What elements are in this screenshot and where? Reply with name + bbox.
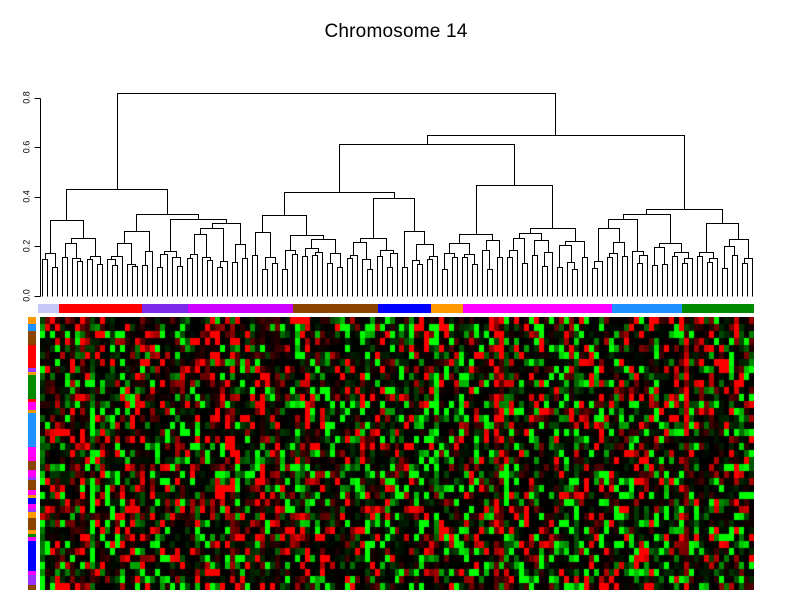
column-color-segment <box>293 304 378 313</box>
row-color-segment <box>28 518 36 530</box>
column-color-segment <box>431 304 463 313</box>
axis-tick-label: 0.0 <box>21 289 31 302</box>
column-side-colors-bar <box>38 304 754 313</box>
column-color-segment <box>38 304 59 313</box>
column-color-segment <box>59 304 142 313</box>
row-color-segment <box>28 571 36 575</box>
row-color-segment <box>28 530 36 534</box>
row-color-segment <box>28 447 36 461</box>
axis-tick-label: 0.2 <box>21 240 31 253</box>
row-color-segment <box>28 534 36 537</box>
heatmap-canvas <box>40 317 754 590</box>
column-color-segment <box>188 304 293 313</box>
chart-title: Chromosome 14 <box>324 21 468 42</box>
column-color-segment <box>682 304 754 313</box>
row-color-segment <box>28 317 36 324</box>
axis-tick-label: 0.6 <box>21 141 31 154</box>
row-color-segment <box>28 345 36 368</box>
axis-tick-label: 0.8 <box>21 91 31 104</box>
row-color-segment <box>28 372 36 375</box>
row-color-segment <box>28 480 36 490</box>
row-color-segment <box>28 331 36 345</box>
row-color-segment <box>28 410 36 413</box>
column-color-segment <box>378 304 431 313</box>
row-color-segment <box>28 461 36 470</box>
row-color-segment <box>28 375 36 399</box>
dendrogram-tree <box>42 93 753 297</box>
row-color-segment <box>28 477 36 480</box>
column-color-segment <box>463 304 612 313</box>
row-color-segment <box>28 575 36 585</box>
row-color-segment <box>28 470 36 477</box>
row-color-segment <box>28 504 36 509</box>
column-color-segment <box>612 304 682 313</box>
row-color-segment <box>28 512 36 518</box>
row-color-segment <box>28 490 36 495</box>
row-color-segment <box>28 537 36 541</box>
row-color-segment <box>28 585 36 590</box>
row-color-segment <box>28 541 36 571</box>
row-color-segment <box>28 368 36 372</box>
row-color-segment <box>28 324 36 331</box>
row-color-segment <box>28 402 36 410</box>
row-color-segment <box>28 495 36 498</box>
row-color-segment <box>28 399 36 402</box>
axis-tick-label: 0.4 <box>21 190 31 203</box>
row-color-segment <box>28 509 36 512</box>
row-color-segment <box>28 498 36 504</box>
column-color-segment <box>142 304 188 313</box>
row-side-colors-bar <box>28 317 36 590</box>
row-color-segment <box>28 413 36 447</box>
dendrogram-axis: 0.0 0.2 0.4 0.6 0.8 <box>21 91 41 302</box>
